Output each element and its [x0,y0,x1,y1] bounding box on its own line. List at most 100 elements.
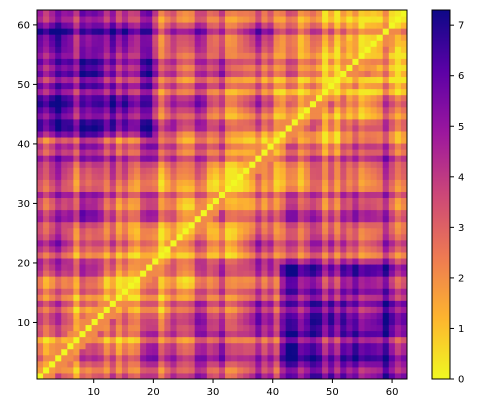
heatmap-cell [346,185,353,192]
heatmap-cell [49,348,56,356]
heatmap-cell [55,28,62,35]
heatmap-cell [309,40,317,47]
heatmap-cell [285,233,293,241]
heatmap-cell [188,372,196,380]
heatmap-cell [91,106,99,114]
heatmap-cell [370,155,378,162]
heatmap-cell [91,276,99,283]
heatmap-cell [231,245,238,253]
heatmap-cell [243,288,250,295]
heatmap-cell [291,173,299,180]
heatmap-cell [376,306,384,313]
heatmap-cell [73,100,80,108]
heatmap-cell [364,76,372,84]
heatmap-cell [243,372,250,380]
heatmap-cell [394,348,402,356]
heatmap-cell [85,118,93,126]
heatmap-cell [388,64,396,71]
colorbar-tick-label: 3 [458,223,464,234]
heatmap-cell [158,312,165,320]
heatmap-cell [127,251,135,259]
heatmap-cell [309,124,317,132]
heatmap-cell [182,209,190,217]
heatmap-cell [261,118,268,126]
heatmap-cell [164,22,171,29]
heatmap-cell [388,52,396,59]
heatmap-cell [218,300,226,307]
heatmap-cell [352,118,359,126]
heatmap-cell [352,294,359,301]
heatmap-cell [364,312,372,320]
heatmap-cell [328,46,335,53]
heatmap-cell [291,149,299,156]
heatmap-cell [225,149,232,156]
heatmap-cell [382,233,390,241]
heatmap-cell [212,106,220,114]
heatmap-cell [158,124,165,132]
heatmap-cell [352,324,359,332]
heatmap-cell [182,106,190,114]
heatmap-cell [352,76,359,84]
heatmap-cell [206,336,214,344]
heatmap-cell [79,306,87,313]
heatmap-cell [231,112,238,120]
heatmap-cell [249,360,256,368]
heatmap-cell [388,276,396,283]
heatmap-cell [73,239,80,247]
heatmap-cell [400,324,408,332]
heatmap-cell [97,239,105,247]
heatmap-cell [67,221,74,229]
heatmap-cell [97,276,105,283]
heatmap-cell [376,294,384,301]
heatmap-cell [382,161,390,168]
heatmap-cell [206,179,214,186]
heatmap-cell [55,167,62,174]
heatmap-cell [328,342,335,350]
heatmap-cell [182,312,190,320]
heatmap-cell [285,348,293,356]
heatmap-cell [49,336,56,344]
heatmap-cell [152,324,159,332]
heatmap-cell [267,130,275,138]
heatmap-cell [43,360,50,368]
heatmap-cell [322,354,329,362]
heatmap-cell [218,258,226,265]
heatmap-cell [285,209,293,217]
heatmap-cell [73,258,80,265]
heatmap-cell [237,258,244,265]
heatmap-cell [364,270,372,277]
heatmap-cell [267,173,275,180]
heatmap-cell [382,106,390,114]
heatmap-cell [170,161,178,168]
heatmap-cell [388,94,396,102]
heatmap-cell [352,354,359,362]
heatmap-cell [67,348,74,356]
heatmap-cell [73,191,80,199]
heatmap-cell [273,270,281,277]
heatmap-cell [273,209,281,217]
heatmap-cell [127,197,135,205]
heatmap-cell [218,360,226,368]
heatmap-cell [218,282,226,289]
heatmap-cell [364,10,372,17]
heatmap-cell [212,209,220,217]
heatmap-cell [85,94,93,102]
heatmap-cell [49,52,56,59]
heatmap-cell [364,318,372,326]
heatmap-cell [194,348,202,356]
heatmap-cell [273,354,281,362]
heatmap-cell [49,360,56,368]
heatmap-cell [212,360,220,368]
heatmap-cell [237,161,244,168]
heatmap-cell [225,118,232,126]
heatmap-cell [55,100,62,108]
heatmap-cell [255,312,262,320]
heatmap-cell [194,94,202,102]
heatmap-cell [97,318,105,326]
heatmap-cell [370,28,378,35]
heatmap-cell [218,209,226,217]
heatmap-cell [194,10,202,17]
heatmap-cell [79,258,87,265]
heatmap-cell [394,354,402,362]
heatmap-cell [303,106,311,114]
